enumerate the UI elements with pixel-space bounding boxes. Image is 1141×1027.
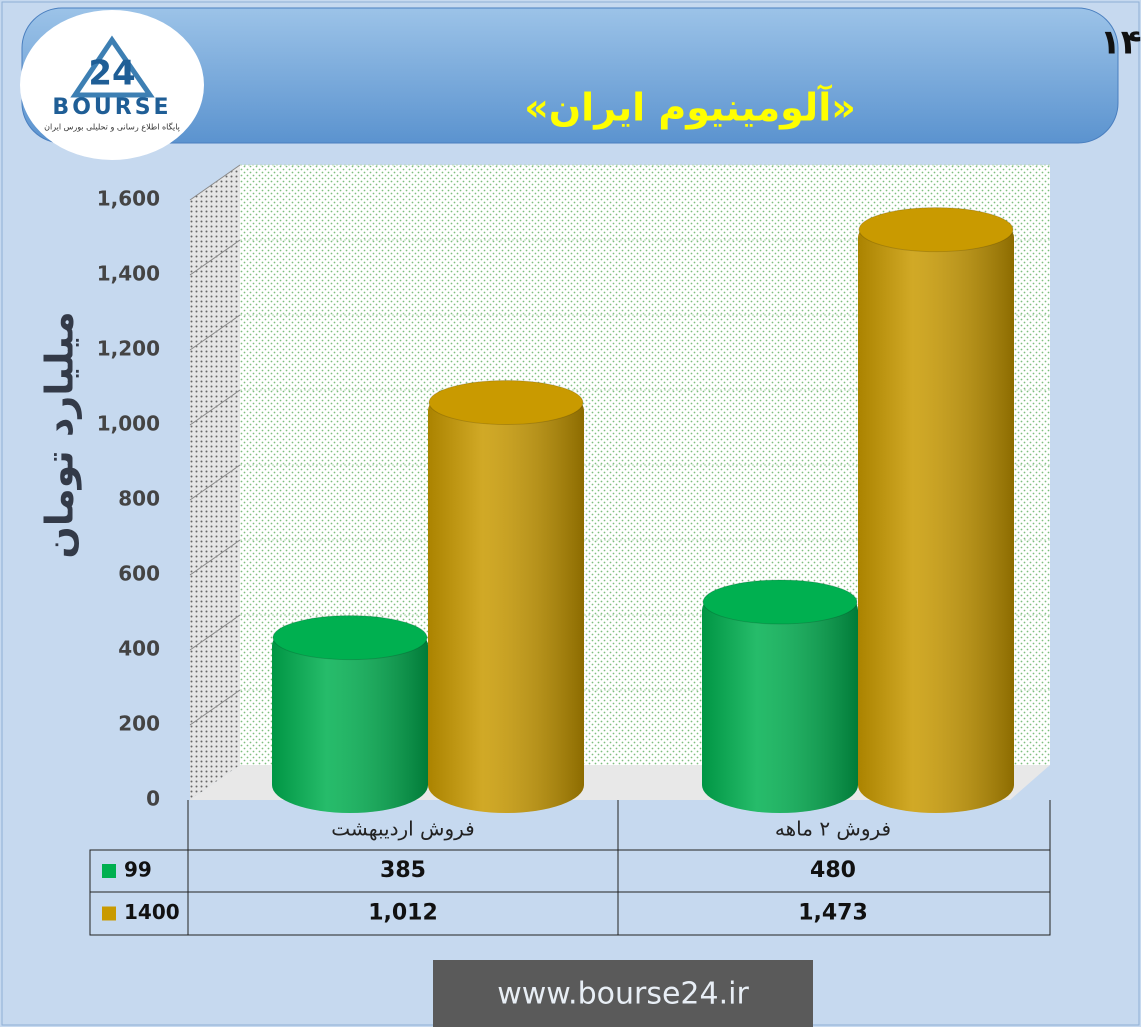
y-tick-label: 200: [118, 712, 160, 736]
bar-shade: [428, 382, 584, 813]
grid-line-side: [189, 464, 241, 501]
table-value: 1,473: [798, 901, 868, 926]
legend-label: 1400: [124, 900, 180, 924]
chart-subtitle: «آلومینیوم ایران»: [524, 84, 856, 131]
logo-tagline: پایگاه اطلاع رسانی و تحلیلی بورس ایران: [44, 122, 180, 132]
grid-line-side: [189, 314, 241, 351]
y-tick-label: 1,600: [97, 187, 160, 211]
y-tick-label: 800: [118, 487, 160, 511]
legend-swatch: [102, 906, 116, 921]
logo-badge: [20, 10, 204, 160]
y-tick-label: 400: [118, 637, 160, 661]
table-value: 480: [810, 858, 856, 883]
chart-title: گزارش فروش ریالی ماهانه و ۲ ماهه منتهی ب…: [1100, 23, 1141, 63]
legend-label: 99: [124, 858, 152, 882]
x-tick-label: فروش ۲ ماهه: [775, 817, 891, 841]
y-tick-label: 1,000: [97, 412, 160, 436]
y-tick-label: 600: [118, 562, 160, 586]
footer-box: [433, 960, 813, 1027]
bar-top: [858, 207, 1014, 253]
x-tick-label: فروش اردیبهشت: [331, 817, 474, 841]
grid-line-side: [189, 239, 241, 276]
table-value: 1,012: [368, 901, 438, 926]
y-tick-label: 0: [146, 787, 160, 811]
logo-triangle: [70, 35, 155, 98]
bar-shade: [272, 617, 429, 813]
logo-number: 24: [88, 54, 135, 94]
logo-name: BOURSE: [52, 95, 171, 120]
y-axis-label: میلیارد تومان: [38, 311, 82, 558]
bar-shade: [702, 582, 858, 813]
y-tick-label: 1,400: [97, 262, 160, 286]
bar-top: [428, 380, 584, 425]
grid-line-side: [189, 164, 241, 201]
bar-top: [272, 615, 428, 661]
grid-line-side: [189, 539, 241, 576]
table-value: 385: [380, 858, 426, 883]
bar-top: [702, 579, 858, 625]
legend-swatch: [102, 864, 116, 878]
footer-url: www.bourse24.ir: [497, 977, 749, 1012]
bar-shade: [858, 209, 1014, 814]
y-tick-label: 1,200: [97, 337, 160, 361]
grid-line-side: [189, 389, 241, 426]
grid-line-side: [189, 614, 241, 651]
grid-line-side: [189, 689, 241, 726]
